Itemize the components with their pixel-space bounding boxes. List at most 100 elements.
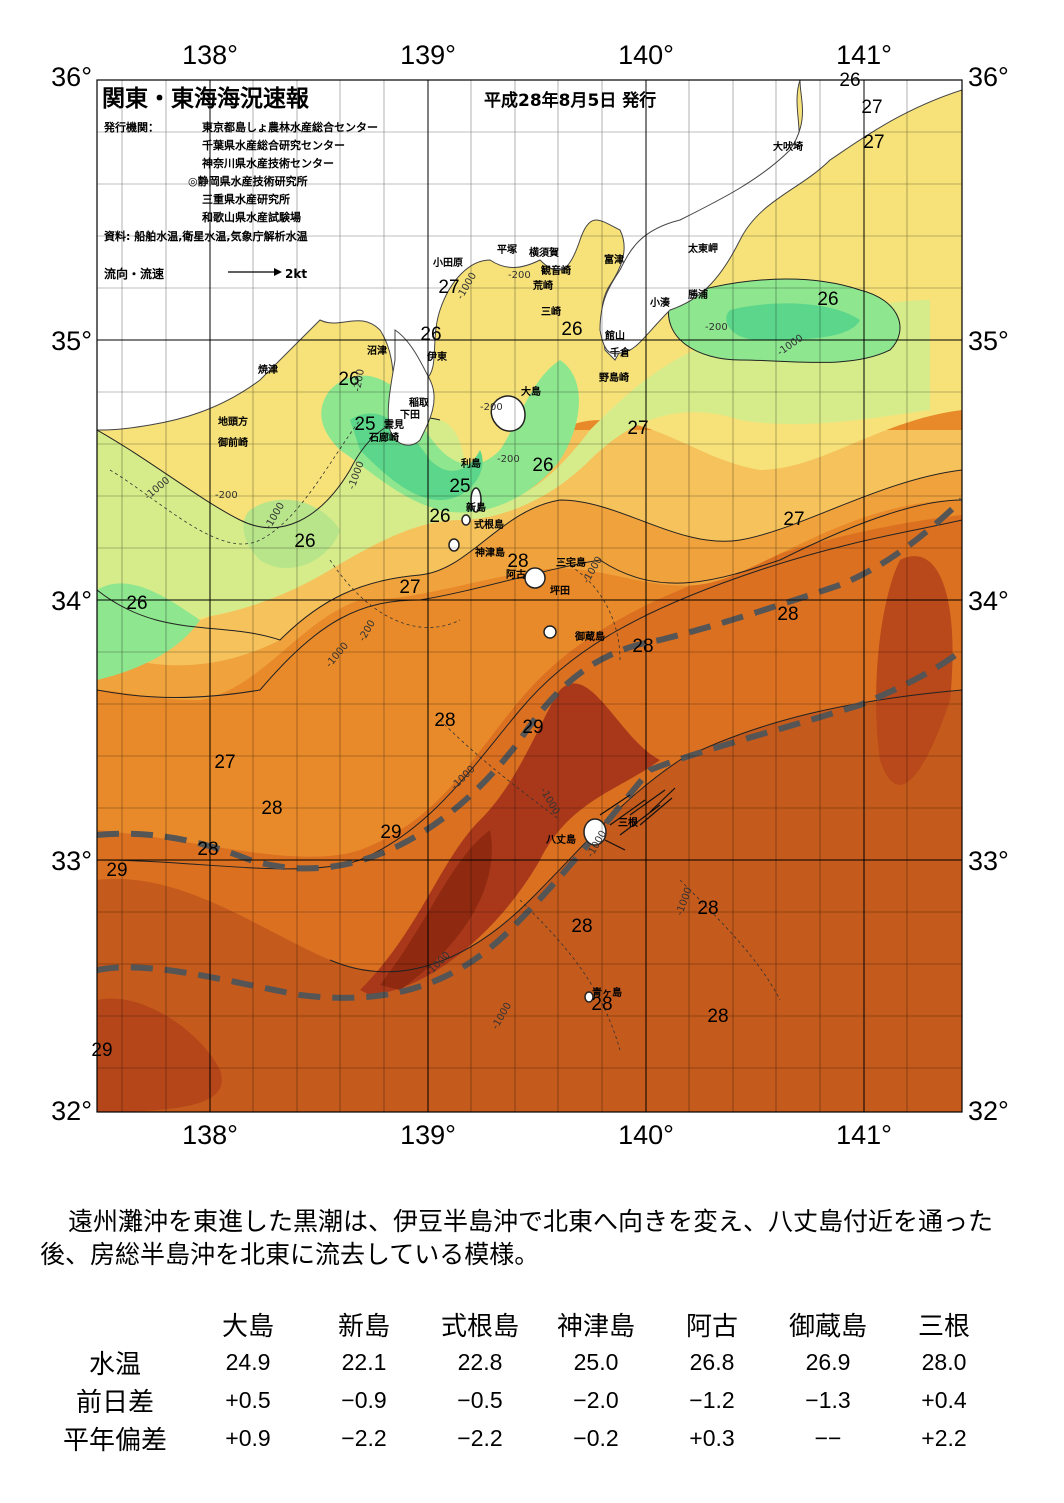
isotherm-label: 27 xyxy=(861,97,882,118)
lat-label: 34° xyxy=(51,586,92,616)
table-cell: +0.9 xyxy=(225,1424,271,1451)
table-cell: −2.2 xyxy=(341,1424,387,1451)
data-source: 資料: 船舶水温,衛星水温,気象庁解析水温 xyxy=(104,229,308,243)
isotherm-label: 26 xyxy=(561,319,582,340)
issuer: 和歌山県水産試験場 xyxy=(202,210,301,224)
issuer: 千葉県水産総合研究センター xyxy=(202,138,345,152)
depth-label: -200 xyxy=(480,402,503,413)
isotherm-label: 25 xyxy=(354,414,375,435)
lat-label: 36° xyxy=(968,62,1009,92)
place-label: 平塚 xyxy=(497,243,517,256)
depth-label: -200 xyxy=(705,322,728,333)
isotherm-label: 26 xyxy=(420,324,441,345)
lat-label: 32° xyxy=(968,1096,1009,1126)
table-row: 平年偏差 +0.9 −2.2 −2.2 −0.2 +0.3 −− +2.2 xyxy=(40,1419,1002,1457)
lat-label: 32° xyxy=(51,1096,92,1126)
place-label: 式根島 xyxy=(474,518,504,531)
band-25 xyxy=(321,360,579,513)
isotherm-label: 28 xyxy=(777,604,798,625)
place-label: 稲取 xyxy=(409,396,430,409)
table-cell: −2.2 xyxy=(457,1424,503,1451)
warm-patch-east xyxy=(876,556,953,785)
place-label: 雲見 xyxy=(384,419,404,431)
place-label: 御蔵島 xyxy=(574,630,605,643)
place-label: 神津島 xyxy=(475,546,505,559)
lon-label: 138° xyxy=(182,1120,238,1150)
isotherm-label: 28 xyxy=(632,636,653,657)
isotherm-label: 26 xyxy=(126,593,147,614)
issuer-label: 発行機関： xyxy=(103,120,159,134)
row-header: 前日差 xyxy=(75,1386,154,1417)
summary-text: 遠州灘沖を東進した黒潮は、伊豆半島沖で北東へ向きを変え、八丈島付近を通った後、房… xyxy=(40,1207,994,1269)
place-label: 新島 xyxy=(466,501,486,514)
lat-label: 36° xyxy=(51,62,92,92)
lat-label: 34° xyxy=(968,586,1009,616)
sea-temperature-map: 138° 139° 140° 141° 138° 139° 140° 141° … xyxy=(51,40,1009,1150)
lat-label: 35° xyxy=(51,326,92,356)
place-label: 地頭方 xyxy=(218,415,248,428)
table-cell: +2.2 xyxy=(921,1424,967,1451)
isotherm-label: 27 xyxy=(399,577,420,598)
place-label: 沼津 xyxy=(367,344,387,357)
lon-label: 138° xyxy=(182,40,238,70)
place-label: 館山 xyxy=(604,329,625,342)
isotherm-label: 29 xyxy=(380,822,401,843)
place-label: 小田原 xyxy=(432,256,463,269)
column-header: 神津島 xyxy=(556,1310,635,1341)
lon-label: 139° xyxy=(400,40,456,70)
depth-label: -200 xyxy=(508,270,531,281)
table-cell: 22.8 xyxy=(457,1348,503,1375)
isotherm-label: 28 xyxy=(197,839,218,860)
place-label: 大島 xyxy=(521,385,541,398)
place-label: 富津 xyxy=(604,253,624,266)
isotherm-label: 28 xyxy=(434,710,455,731)
table-corner xyxy=(40,1305,190,1343)
table-row: 前日差 +0.5 −0.9 −0.5 −2.0 −1.2 −1.3 +0.4 xyxy=(40,1381,1002,1419)
place-label: 伊東 xyxy=(426,350,447,363)
depth-label: -200 xyxy=(352,368,367,392)
isotherm-label: 28 xyxy=(507,551,528,572)
band-25-west xyxy=(97,583,200,680)
land-boso xyxy=(599,80,962,355)
table-cell: 25.0 xyxy=(573,1348,619,1375)
lat-labels-right: 36° 35° 34° 33° 32° xyxy=(968,62,1009,1126)
table-cell: 28.0 xyxy=(921,1348,967,1375)
band-24-east xyxy=(726,303,860,340)
issuer: 東京都島しょ農林水産総合センター xyxy=(202,120,378,134)
map-title: 関東・東海海況速報 xyxy=(102,85,310,112)
lon-label: 139° xyxy=(400,1120,456,1150)
isotherm-label: 28 xyxy=(707,1006,728,1027)
isotherm-label: 26 xyxy=(839,70,860,91)
place-label: 青ヶ島 xyxy=(592,986,622,999)
place-label: 横須賀 xyxy=(529,246,559,259)
place-label: 三根 xyxy=(618,816,638,829)
map-frame xyxy=(96,79,963,1113)
table-cell: 24.9 xyxy=(225,1348,271,1375)
isotherm-label: 28 xyxy=(591,994,612,1015)
lon-labels-top: 138° 139° 140° 141° xyxy=(182,40,892,70)
issuer: 三重県水産研究所 xyxy=(202,192,290,206)
isotherm-label: 26 xyxy=(817,289,838,310)
isotherm-label: 28 xyxy=(571,916,592,937)
table-header-row: 大島 新島 式根島 神津島 阿古 御蔵島 三根 xyxy=(40,1305,1002,1343)
lon-label: 140° xyxy=(618,40,674,70)
place-label: 三崎 xyxy=(541,305,561,318)
isotherm-label: 29 xyxy=(106,860,127,881)
isotherm-label: 27 xyxy=(438,277,459,298)
lat-label: 33° xyxy=(51,846,92,876)
warm-core-2 xyxy=(380,830,492,990)
lat-label: 35° xyxy=(968,326,1009,356)
place-label: 焼津 xyxy=(258,363,278,376)
table-cell: +0.4 xyxy=(921,1386,967,1413)
issue-date: 平成28年8月5日 発行 xyxy=(484,90,656,111)
lat-labels-left: 36° 35° 34° 33° 32° xyxy=(51,62,92,1126)
place-label: 阿古 xyxy=(506,568,526,581)
current-legend-label: 流向・流速 xyxy=(104,266,164,281)
column-header: 新島 xyxy=(337,1310,390,1341)
map-header: 関東・東海海況速報 平成28年8月5日 発行 発行機関： 東京都島しょ農林水産総… xyxy=(102,85,656,281)
place-label: 利島 xyxy=(461,457,481,470)
table-cell: −0.5 xyxy=(457,1386,503,1413)
column-header: 式根島 xyxy=(440,1310,519,1341)
observation-table: 大島 新島 式根島 神津島 阿古 御蔵島 三根 水温 24.9 22.1 22.… xyxy=(40,1305,1002,1457)
table-cell: 26.8 xyxy=(689,1348,735,1375)
